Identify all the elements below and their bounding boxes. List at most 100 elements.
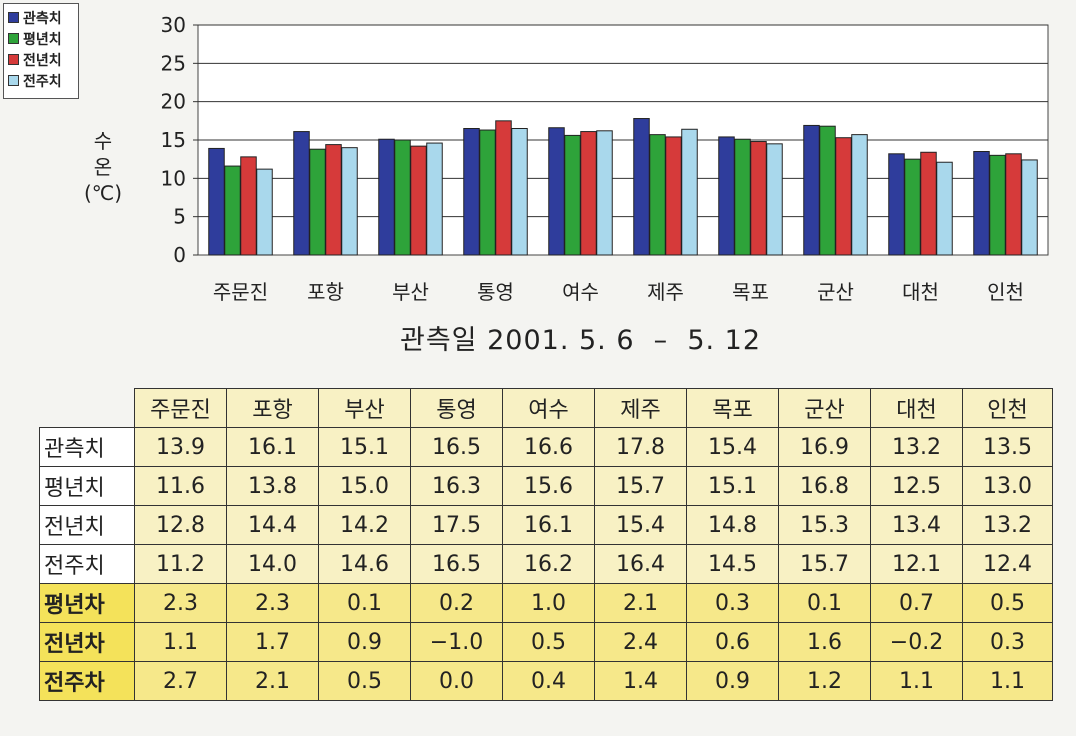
table-cell: 0.3 <box>686 583 779 623</box>
y-tick-label: 0 <box>173 243 186 267</box>
table-row: 평년차 2.3 2.3 0.1 0.2 1.0 2.1 0.3 0.1 0.7 0.5 <box>39 583 1053 623</box>
table-cell: 11.6 <box>134 466 227 506</box>
y-tick-label: 5 <box>173 205 186 229</box>
bar <box>819 125 836 256</box>
row-header: 전년차 <box>39 622 135 662</box>
bar <box>410 145 427 256</box>
data-table: 주문진 포항 부산 통영 여수 제주 목포 군산 대천 인천 관측치 13.9 16.1 15.1 16.… <box>39 388 1053 701</box>
bar <box>564 134 581 256</box>
y-axis-label-line: (℃) <box>83 181 123 205</box>
table-cell: 0.5 <box>962 583 1053 623</box>
table-cell: 1.1 <box>962 661 1053 701</box>
bar <box>920 151 937 256</box>
table-cell: 2.1 <box>594 583 687 623</box>
table-cell: 13.2 <box>870 427 963 467</box>
table-cell: 14.0 <box>226 544 319 584</box>
table-cell: 12.8 <box>134 505 227 545</box>
table-row: 전주치 11.2 14.0 14.6 16.5 16.2 16.4 14.5 15.7 12.1 1… <box>39 544 1053 584</box>
table-cell: 1.2 <box>778 661 871 701</box>
column-header: 부산 <box>318 388 411 428</box>
bar <box>256 168 273 256</box>
table-cell: 11.2 <box>134 544 227 584</box>
y-axis-label-line: 수 <box>93 129 113 153</box>
table-cell: 16.5 <box>410 427 503 467</box>
table-cell: 16.9 <box>778 427 871 467</box>
bar <box>580 131 597 256</box>
bar <box>1021 159 1038 256</box>
table-row: 전주차 2.7 2.1 0.5 0.0 0.4 1.4 0.9 1.2 1.1 1.1 <box>39 661 1053 701</box>
column-header: 제주 <box>594 388 687 428</box>
table-cell: 13.8 <box>226 466 319 506</box>
table-cell: 14.5 <box>686 544 779 584</box>
legend-swatch <box>8 12 19 23</box>
chart-legend: 관측치 평년치 전년치 전주치 <box>3 3 79 99</box>
table-cell: 15.1 <box>686 466 779 506</box>
table-cell: 13.5 <box>962 427 1053 467</box>
bar <box>325 144 342 256</box>
table-row: 전년차 1.1 1.7 0.9 −1.0 0.5 2.4 0.6 1.6 −0.2 0.3 <box>39 622 1053 662</box>
table-row: 평년치 11.6 13.8 15.0 16.3 15.6 15.7 15.1 16.8 12.5 1… <box>39 466 1053 506</box>
table-cell: 0.7 <box>870 583 963 623</box>
table-cell: 13.4 <box>870 505 963 545</box>
table-cell: 15.7 <box>778 544 871 584</box>
column-header: 인천 <box>962 388 1053 428</box>
legend-label: 전년치 <box>23 52 62 69</box>
bar <box>936 161 953 256</box>
table-cell: 0.1 <box>778 583 871 623</box>
table-cell: 16.5 <box>410 544 503 584</box>
column-header: 여수 <box>502 388 595 428</box>
table-cell: 16.2 <box>502 544 595 584</box>
table-cell: 15.4 <box>686 427 779 467</box>
legend-label: 평년치 <box>23 31 62 48</box>
table-cell: 1.7 <box>226 622 319 662</box>
table-cell: 17.8 <box>594 427 687 467</box>
table-cell: 0.2 <box>410 583 503 623</box>
table-cell: 2.3 <box>226 583 319 623</box>
table-row: 관측치 13.9 16.1 15.1 16.5 16.6 17.8 15.4 16.9 13.2 1… <box>39 427 1053 467</box>
bar <box>734 138 751 256</box>
legend-swatch <box>8 75 19 86</box>
table-cell: 2.3 <box>134 583 227 623</box>
column-header: 통영 <box>410 388 503 428</box>
column-header: 포항 <box>226 388 319 428</box>
x-tick-label: 여수 <box>562 280 599 304</box>
table-cell: 16.3 <box>410 466 503 506</box>
table-corner <box>40 389 135 428</box>
bar <box>378 138 395 256</box>
legend-swatch <box>8 54 19 65</box>
legend-item-last-year: 전년치 <box>8 49 74 70</box>
table-cell: 13.0 <box>962 466 1053 506</box>
x-tick-label: 주문진 <box>213 280 268 304</box>
table-cell: 13.9 <box>134 427 227 467</box>
y-tick-label: 25 <box>161 51 186 75</box>
table-cell: 0.9 <box>318 622 411 662</box>
row-header: 전년치 <box>39 505 135 545</box>
table-cell: 0.0 <box>410 661 503 701</box>
legend-swatch <box>8 33 19 44</box>
legend-label: 관측치 <box>23 10 62 27</box>
legend-item-last-week: 전주치 <box>8 70 74 91</box>
row-header: 관측치 <box>39 427 135 467</box>
table-cell: 2.1 <box>226 661 319 701</box>
y-tick-label: 30 <box>161 13 186 37</box>
table-cell: 14.6 <box>318 544 411 584</box>
row-header: 평년치 <box>39 466 135 506</box>
table-cell: 15.0 <box>318 466 411 506</box>
table-cell: 16.6 <box>502 427 595 467</box>
x-tick-label: 제주 <box>647 280 684 304</box>
table-cell: 0.5 <box>502 622 595 662</box>
table-cell: 15.1 <box>318 427 411 467</box>
column-header: 군산 <box>778 388 871 428</box>
row-header: 평년차 <box>39 583 135 623</box>
bar <box>548 127 565 256</box>
x-tick-label: 대천 <box>902 280 939 304</box>
bar <box>293 131 310 256</box>
bar <box>851 134 868 256</box>
x-tick-label: 인천 <box>987 280 1024 304</box>
table-header-row: 주문진 포항 부산 통영 여수 제주 목포 군산 대천 인천 <box>40 388 1053 428</box>
legend-item-normal: 평년치 <box>8 28 74 49</box>
table-cell: 15.3 <box>778 505 871 545</box>
bar <box>341 147 358 256</box>
row-header: 전주차 <box>39 661 135 701</box>
y-tick-label: 15 <box>161 128 186 152</box>
